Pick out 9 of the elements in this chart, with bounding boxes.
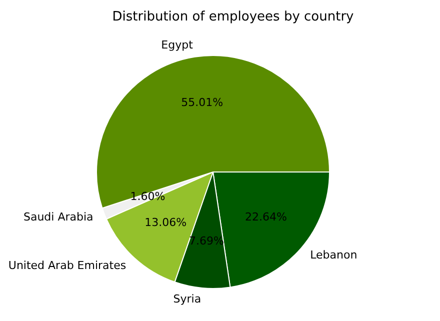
slice-label: Saudi Arabia [23,210,94,224]
slice-label: Egypt [161,38,194,52]
slice-label: United Arab Emirates [8,259,126,272]
data-label: 22.64% [244,210,287,224]
slice-label: Syria [173,292,202,306]
chart-title: Distribution of employees by country [112,9,354,24]
data-label: 55.01% [181,96,224,109]
slice-label: Lebanon [310,248,358,262]
data-label: 13.06% [144,216,187,230]
